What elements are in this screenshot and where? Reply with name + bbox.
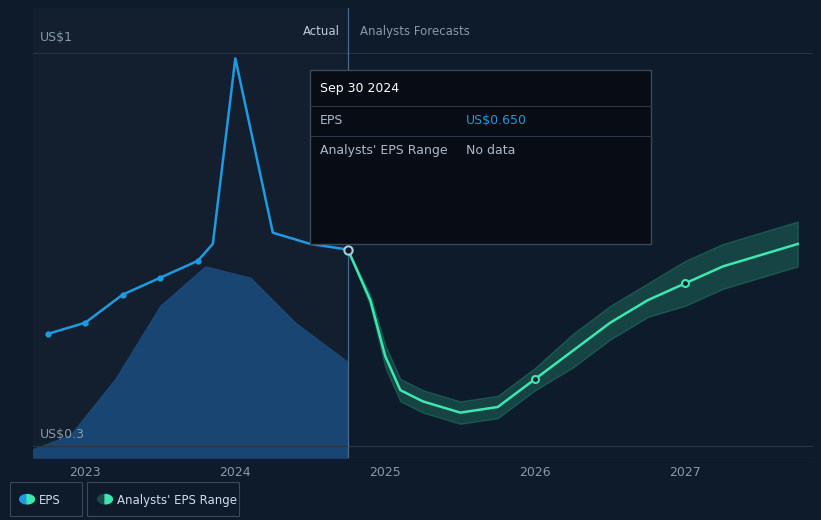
Text: Analysts' EPS Range: Analysts' EPS Range [117,494,236,506]
Bar [33,8,348,458]
Text: Analysts' EPS Range: Analysts' EPS Range [320,144,447,157]
Text: US$1: US$1 [40,31,73,44]
Text: US$0.650: US$0.650 [466,114,527,127]
Text: Sep 30 2024: Sep 30 2024 [320,82,399,95]
Text: Actual: Actual [303,24,341,37]
Text: No data: No data [466,144,516,157]
Text: EPS: EPS [39,494,60,506]
Text: US$0.3: US$0.3 [40,428,85,441]
Text: EPS: EPS [320,114,343,127]
Text: Analysts Forecasts: Analysts Forecasts [360,24,470,37]
